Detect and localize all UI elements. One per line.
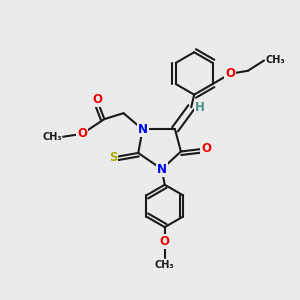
Text: O: O xyxy=(77,127,87,140)
Text: N: N xyxy=(138,123,148,136)
Text: N: N xyxy=(157,163,167,176)
Text: CH₃: CH₃ xyxy=(42,132,62,142)
Text: CH₃: CH₃ xyxy=(155,260,175,269)
Text: H: H xyxy=(195,101,205,114)
Text: S: S xyxy=(109,151,117,164)
Text: CH₃: CH₃ xyxy=(266,56,285,65)
Text: O: O xyxy=(160,236,170,248)
Text: O: O xyxy=(225,67,235,80)
Text: O: O xyxy=(201,142,211,155)
Text: O: O xyxy=(92,93,102,106)
